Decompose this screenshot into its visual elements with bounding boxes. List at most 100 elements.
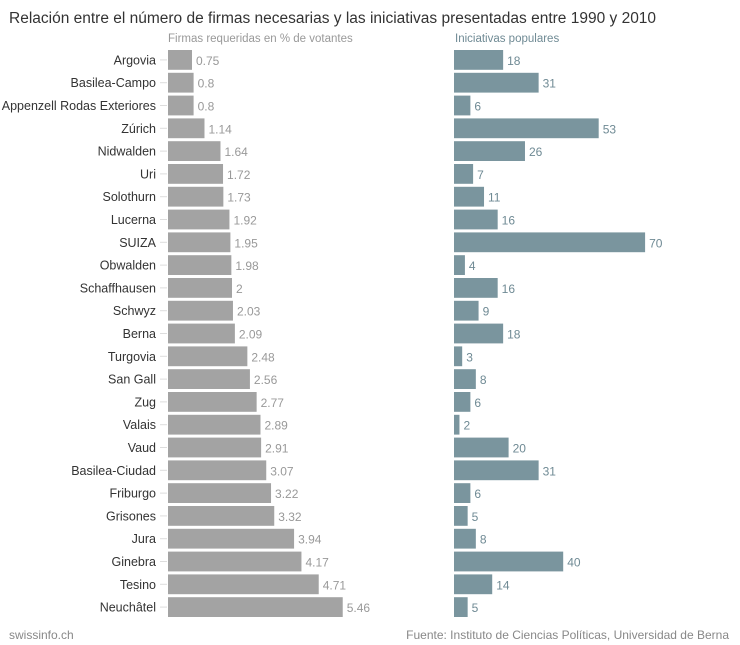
- left-bar: [168, 506, 275, 526]
- left-bar: [168, 437, 262, 458]
- left-value-label: 2: [236, 282, 243, 296]
- right-value-label: 6: [474, 396, 481, 410]
- source-label: Fuente: Instituto de Ciencias Políticas,…: [406, 628, 729, 642]
- right-bar: [454, 141, 525, 161]
- category-label: Zug: [134, 395, 156, 409]
- chart-title: Relación entre el número de firmas neces…: [9, 10, 657, 27]
- left-value-label: 2.91: [265, 442, 289, 456]
- right-bar: [454, 346, 463, 367]
- right-value-label: 6: [474, 487, 481, 501]
- right-bar: [454, 232, 646, 253]
- left-bar: [168, 50, 192, 70]
- right-value-label: 3: [466, 350, 473, 364]
- category-label: Turgovia: [108, 350, 156, 364]
- right-bar: [454, 164, 474, 184]
- left-value-label: 2.89: [264, 419, 288, 433]
- left-series-title: Firmas requeridas en % de votantes: [168, 33, 353, 45]
- left-value-label: 1.92: [233, 214, 257, 228]
- right-bar: [454, 574, 493, 595]
- category-label: Uri: [140, 167, 156, 181]
- left-value-label: 1.98: [235, 259, 259, 273]
- category-label: Lucerna: [111, 213, 156, 227]
- right-value-label: 7: [477, 168, 484, 182]
- left-bar: [168, 414, 261, 435]
- right-bar: [454, 483, 471, 503]
- left-value-label: 1.72: [227, 168, 251, 182]
- category-label: Solothurn: [102, 190, 156, 204]
- left-bar: [168, 95, 194, 116]
- left-bar: [168, 72, 194, 93]
- left-value-label: 0.8: [198, 77, 215, 91]
- left-value-label: 3.07: [270, 464, 294, 478]
- left-bar: [168, 118, 205, 139]
- right-value-label: 8: [480, 373, 487, 387]
- right-value-label: 5: [472, 510, 479, 524]
- right-bar: [454, 414, 460, 435]
- left-value-label: 1.64: [224, 145, 248, 159]
- right-bar: [454, 437, 509, 458]
- category-label: Obwalden: [100, 259, 156, 273]
- left-bar: [168, 483, 272, 503]
- category-label: Tesino: [120, 578, 156, 592]
- right-value-label: 14: [496, 578, 510, 592]
- right-bar: [454, 323, 504, 344]
- right-bar: [454, 186, 485, 207]
- right-value-label: 20: [513, 442, 527, 456]
- right-bar: [454, 528, 476, 549]
- chart-rows: Argovia 0.75 18 Basilea-Campo 0.8 31 Appenzell…: [2, 50, 663, 617]
- brand-label: swissinfo.ch: [9, 628, 74, 642]
- right-value-label: 18: [507, 328, 521, 342]
- left-bar: [168, 186, 224, 207]
- right-value-label: 70: [649, 236, 663, 250]
- right-series-title: Iniciativas populares: [455, 33, 559, 45]
- right-bar: [454, 506, 468, 526]
- right-bar: [454, 278, 498, 298]
- left-bar: [168, 278, 232, 298]
- right-bar: [454, 392, 471, 412]
- right-bar: [454, 50, 504, 70]
- right-value-label: 26: [529, 145, 543, 159]
- right-value-label: 16: [502, 214, 516, 228]
- left-value-label: 3.32: [278, 510, 302, 524]
- left-bar: [168, 300, 233, 321]
- category-label: Zúrich: [121, 122, 156, 136]
- left-value-label: 5.46: [347, 601, 371, 615]
- left-bar: [168, 528, 295, 549]
- right-bar: [454, 460, 539, 481]
- left-value-label: 3.22: [275, 487, 299, 501]
- category-label: Basilea-Ciudad: [71, 464, 156, 478]
- right-bar: [454, 551, 564, 572]
- left-value-label: 2.56: [254, 373, 278, 387]
- right-value-label: 9: [483, 305, 490, 319]
- left-bar: [168, 460, 267, 481]
- category-label: Nidwalden: [98, 145, 156, 159]
- category-label: Friburgo: [109, 487, 156, 501]
- right-bar: [454, 597, 468, 617]
- category-label: SUIZA: [119, 236, 156, 250]
- category-label: Grisones: [106, 509, 156, 523]
- right-value-label: 5: [472, 601, 479, 615]
- category-label: Argovia: [114, 53, 156, 67]
- left-bar: [168, 255, 232, 275]
- category-label: Berna: [123, 327, 156, 341]
- left-value-label: 1.73: [227, 191, 251, 205]
- right-value-label: 31: [543, 464, 557, 478]
- left-bar: [168, 574, 319, 595]
- left-value-label: 2.77: [261, 396, 285, 410]
- category-label: Appenzell Rodas Exteriores: [2, 99, 156, 113]
- left-bar: [168, 164, 224, 184]
- left-bar: [168, 346, 248, 367]
- left-value-label: 4.17: [305, 556, 329, 570]
- right-value-label: 31: [543, 77, 557, 91]
- left-bar: [168, 369, 250, 389]
- left-bar: [168, 597, 343, 617]
- right-bar: [454, 300, 479, 321]
- category-label: Valais: [123, 418, 156, 432]
- right-value-label: 18: [507, 54, 521, 68]
- left-value-label: 2.03: [237, 305, 261, 319]
- left-value-label: 4.71: [323, 578, 347, 592]
- left-bar: [168, 209, 230, 230]
- left-value-label: 1.14: [208, 122, 232, 136]
- category-label: Basilea-Campo: [71, 76, 157, 90]
- category-label: Neuchâtel: [100, 601, 156, 615]
